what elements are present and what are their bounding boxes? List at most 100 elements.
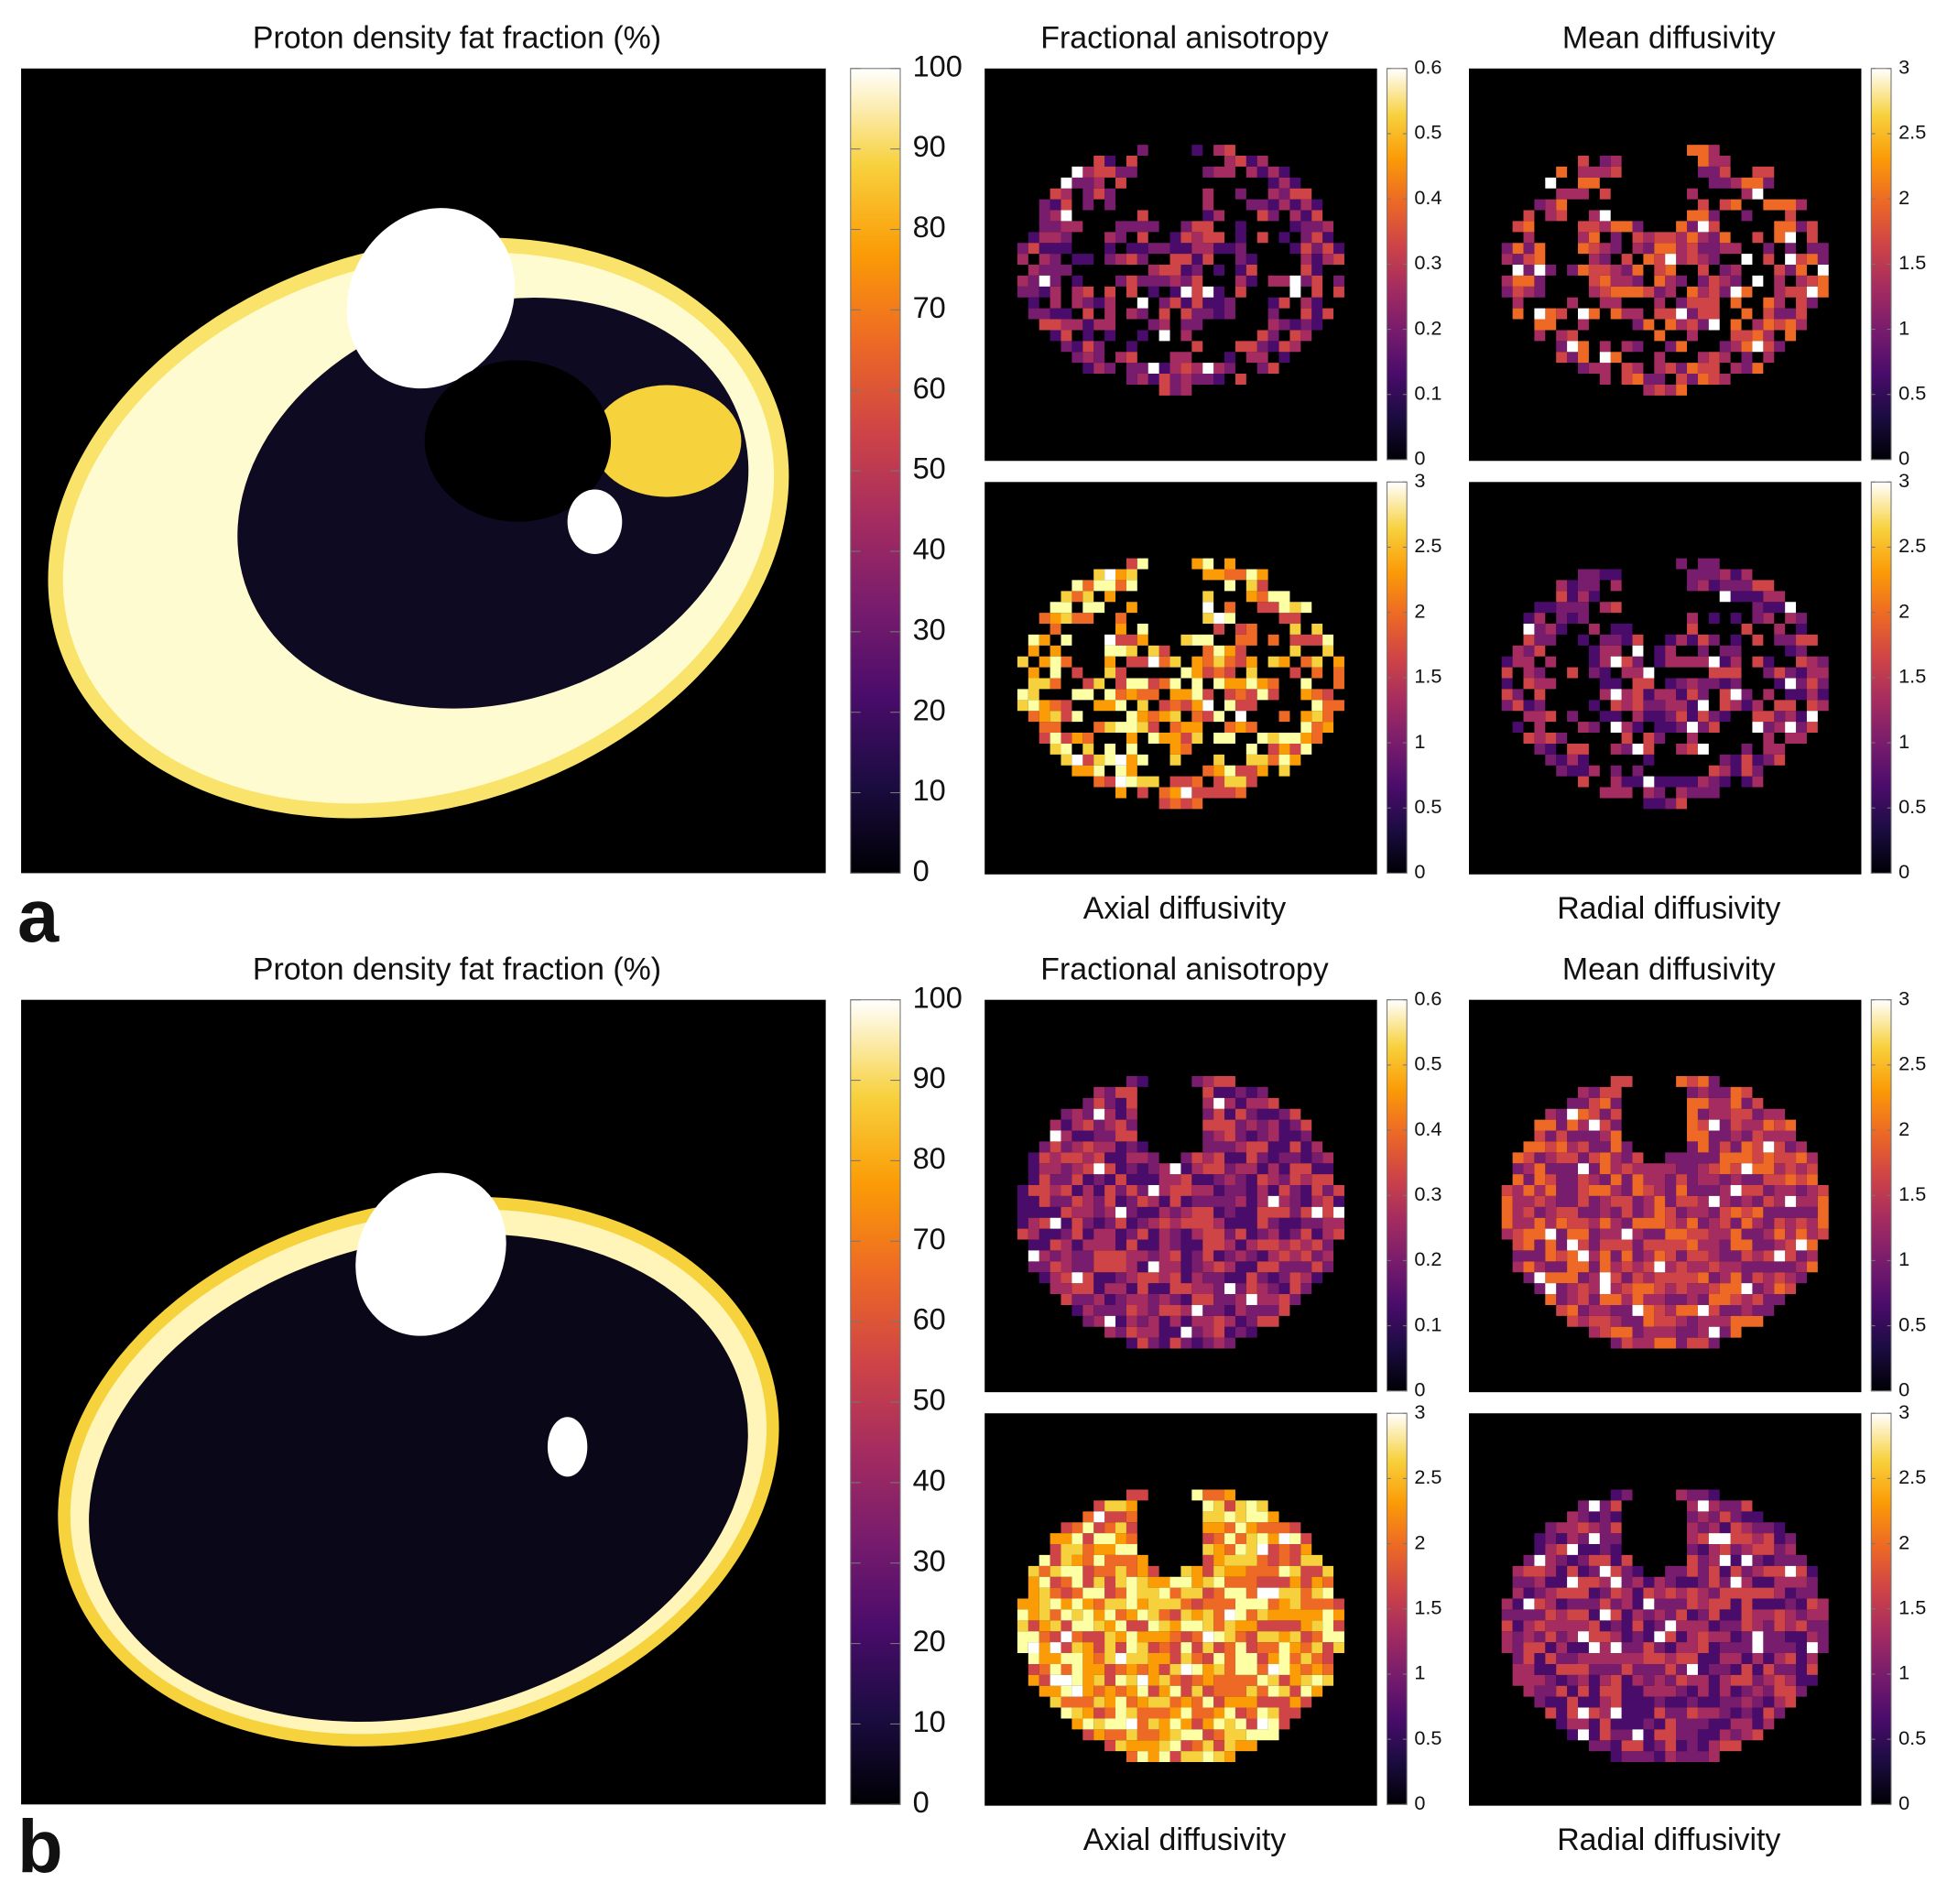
muscle: [89, 1234, 748, 1722]
map-voxels: [1501, 1500, 1818, 1752]
map-voxels: [1501, 1086, 1818, 1349]
map-voxels: [1017, 145, 1344, 396]
colorbar-tick-label: 0.6: [1414, 56, 1441, 79]
colorbar-tick-label: 2.5: [1414, 534, 1441, 557]
colorbar-tick-label: 2: [1898, 1530, 1909, 1553]
colorbar-tick-label: 1.5: [1414, 665, 1441, 688]
colorbar-tick-label: 3: [1414, 1400, 1425, 1423]
colorbar-tick-label: 0: [1414, 1378, 1425, 1401]
colorbar-tick-label: 10: [913, 774, 946, 807]
pdff-image: [21, 68, 826, 874]
map-voxels: [1501, 1489, 1829, 1763]
colorbar-tick-label: 20: [913, 693, 946, 726]
colorbar-tick-label: 10: [913, 1705, 946, 1738]
map-voxels: [1501, 156, 1829, 385]
colorbar-tick-label: 0.2: [1414, 1247, 1441, 1270]
colorbar-tick-label: 0: [1414, 1791, 1425, 1814]
colorbar-tick-label: 100: [913, 981, 963, 1014]
colorbar-tick-label: 0: [913, 854, 930, 887]
image-title: Proton density fat fraction (%): [253, 952, 661, 986]
image-title: Mean diffusivity: [1562, 21, 1776, 56]
diffusion-map: [1468, 1413, 1862, 1806]
colorbar-tick-label: 3: [1898, 469, 1909, 492]
colorbar-tick-label: 0.1: [1414, 1312, 1441, 1335]
colorbar-tick-label: 2: [1414, 599, 1425, 622]
map-voxels: [1501, 1076, 1829, 1349]
colorbar-tick-label: 20: [913, 1625, 946, 1658]
colorbar-tick-label: 2.5: [1898, 1052, 1926, 1075]
colorbar-tick-label: 60: [913, 372, 946, 405]
colorbar-tick-label: 2: [1898, 599, 1909, 622]
colorbar-tick-label: 3: [1898, 1400, 1909, 1423]
map-voxels: [1534, 1108, 1807, 1338]
colorbar-tick-label: 0.3: [1414, 1182, 1441, 1205]
map-voxels: [1039, 166, 1301, 375]
colorbar-tick-label: 1: [1414, 730, 1425, 753]
colorbar-tick-label: 0.5: [1414, 1726, 1441, 1749]
map-voxels: [1523, 591, 1818, 788]
colorbar-tick-label: 40: [913, 1463, 946, 1496]
map-voxels: [1501, 1076, 1829, 1349]
colorbar-tick-label: 0.5: [1898, 381, 1926, 404]
colorbar-tick-label: 80: [913, 1142, 946, 1175]
map-voxels: [1512, 569, 1829, 799]
map-voxels: [1017, 1489, 1344, 1763]
bone: [346, 208, 516, 389]
map-voxels: [1512, 156, 1818, 396]
colorbar-tick-label: 0: [913, 1786, 930, 1819]
colorbar-tick-label: 1.5: [1414, 1595, 1441, 1618]
bone: [355, 1172, 506, 1336]
colorbar-tick-label: 90: [913, 130, 946, 163]
colorbar-tick-label: 0.5: [1898, 1312, 1926, 1335]
diffusion-map: [984, 68, 1377, 462]
image-title: Axial diffusivity: [1083, 891, 1287, 926]
colorbar-tick-label: 0: [1898, 860, 1909, 883]
colorbar-tick-label: 2: [1898, 1117, 1909, 1140]
colorbar-tick-label: 30: [913, 613, 946, 646]
map-voxels: [1501, 558, 1829, 810]
colorbar-tick-label: 0.2: [1414, 316, 1441, 339]
map-voxels: [1028, 1076, 1344, 1349]
image-title: Fractional anisotropy: [1040, 952, 1328, 986]
colorbar-tick-label: 60: [913, 1303, 946, 1336]
colorbar-tick-label: 1.5: [1898, 251, 1926, 274]
colorbar-tick-label: 1: [1898, 730, 1909, 753]
colorbar-tick-label: 1: [1898, 1661, 1909, 1684]
map-voxels: [1017, 1076, 1344, 1349]
colorbar-tick-label: 1: [1898, 1247, 1909, 1270]
map-voxels: [1028, 145, 1344, 396]
image-title: Radial diffusivity: [1557, 891, 1780, 926]
colorbar-tick-label: 3: [1898, 56, 1909, 79]
diffusion-map: [1468, 482, 1862, 875]
colorbar-tick-label: 70: [913, 1223, 946, 1256]
colorbar-tick-label: 30: [913, 1544, 946, 1577]
colorbar-tick-label: 0.5: [1898, 1726, 1926, 1749]
colorbar-tick-label: 0.5: [1414, 795, 1441, 818]
colorbar-tick-label: 0: [1414, 860, 1425, 883]
colorbar-tick-label: 0.5: [1898, 795, 1926, 818]
colorbar-tick-label: 50: [913, 452, 946, 485]
map-voxels: [1523, 1500, 1818, 1741]
bone: [547, 1417, 588, 1477]
colorbar-tick-label: 2: [1898, 186, 1909, 209]
fat-region: [592, 385, 742, 497]
bone: [567, 489, 623, 554]
colorbar-tick-label: 2: [1414, 1530, 1425, 1553]
diffusion-map: [984, 482, 1377, 875]
colorbar-tick-label: 40: [913, 533, 946, 566]
colorbar-tick-label: 80: [913, 211, 946, 244]
colorbar-tick-label: 0: [1898, 1791, 1909, 1814]
colorbar-tick-label: 0.3: [1414, 251, 1441, 274]
colorbar-tick-label: 70: [913, 291, 946, 324]
colorbar-tick-label: 0.5: [1414, 121, 1441, 144]
colorbar-tick-label: 0.1: [1414, 381, 1441, 404]
colorbar-tick-label: 0: [1898, 447, 1909, 470]
diffusion-map: [984, 999, 1377, 1393]
colorbar-tick-label: 90: [913, 1061, 946, 1094]
map-voxels: [1501, 1489, 1829, 1763]
colorbar-tick-label: 2.5: [1414, 1465, 1441, 1488]
colorbar-tick-label: 2.5: [1898, 121, 1926, 144]
image-title: Proton density fat fraction (%): [253, 21, 661, 56]
